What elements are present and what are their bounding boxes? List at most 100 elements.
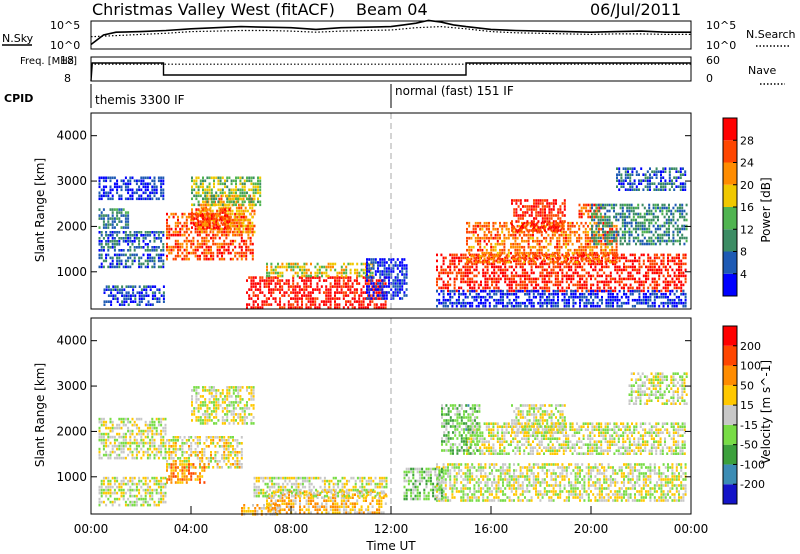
power-region — [98, 208, 130, 229]
cpid-label: CPID — [4, 92, 33, 105]
power-ytick-label: 3000 — [56, 174, 87, 188]
power-colorbar-swatch — [723, 273, 737, 296]
velocity-ytick-label: 4000 — [56, 334, 87, 348]
velocity-region — [266, 490, 387, 514]
noise-left-tick-bottom: 10^0 — [50, 39, 80, 52]
power-colorbar-tick-label: 20 — [740, 179, 754, 192]
velocity-colorbar-tick-label: -15 — [740, 419, 758, 432]
noise-left-tick-top: 10^5 — [50, 19, 80, 32]
cpid-segment-1: themis 3300 IF — [95, 93, 185, 107]
power-region — [246, 276, 387, 309]
noise-series-1 — [90, 19, 691, 46]
plot-title: Christmas Valley West (fitACF) — [92, 0, 335, 19]
power-region — [98, 231, 165, 252]
velocity-region — [403, 467, 443, 501]
power-region — [191, 208, 231, 229]
velocity-colorbar-swatch — [723, 385, 737, 406]
velocity-region — [253, 476, 388, 498]
velocity-region — [441, 404, 481, 455]
velocity-colorbar-tick-label: -50 — [740, 439, 758, 452]
power-panel-frame — [90, 112, 692, 310]
velocity-region — [191, 386, 255, 425]
frequency-series-1 — [90, 62, 691, 82]
power-colorbar-tick-label: 8 — [740, 246, 747, 259]
power-colorbar-swatch — [723, 251, 737, 274]
time-tick-label: 08:00 — [274, 522, 309, 536]
power-ytick-label: 4000 — [56, 129, 87, 143]
noise-sky-label: N.Sky — [2, 32, 34, 45]
time-tick-label: 00:00 — [74, 522, 109, 536]
time-tick-label: 00:00 — [674, 522, 709, 536]
power-colorbar-swatch — [723, 184, 737, 207]
power-colorbar-swatch — [723, 229, 737, 252]
velocity-colorbar-tick-label: -100 — [740, 458, 765, 471]
velocity-region — [98, 417, 167, 460]
velocity-ytick-label: 3000 — [56, 379, 87, 393]
velocity-ytick-label: 2000 — [56, 424, 87, 438]
power-region — [166, 212, 254, 261]
velocity-colorbar-swatch — [723, 405, 737, 425]
noise-panel: N.Sky 10^5 10^0 10^5 10^0 N.Search — [2, 19, 796, 52]
nave-tick-bottom: 0 — [706, 72, 713, 85]
velocity-region — [436, 463, 687, 502]
power-colorbar-swatch — [723, 162, 737, 185]
velocity-colorbar-label: Velocity [m s^-1] — [759, 360, 773, 464]
velocity-colorbar-tick-label: -200 — [740, 478, 765, 491]
time-tick-label: 16:00 — [474, 522, 509, 536]
velocity-panel: Slant Range [km] 1000 2000 3000 4000 00:00 0… — [33, 317, 773, 553]
noise-right-tick-top: 10^5 — [706, 19, 736, 32]
velocity-colorbar-swatch — [723, 444, 737, 465]
velocity-ytick-label: 1000 — [56, 470, 87, 484]
velocity-colorbar-swatch — [723, 365, 737, 386]
time-tick-label: 12:00 — [374, 522, 409, 536]
power-region — [191, 176, 262, 207]
freq-tick-top: 18 — [60, 54, 74, 67]
velocity-colorbar-swatch — [723, 484, 737, 504]
velocity-colorbar-swatch — [723, 424, 737, 445]
power-region — [366, 258, 408, 300]
velocity-colorbar-tick-label: 200 — [740, 340, 761, 353]
velocity-region — [511, 404, 566, 434]
time-tick-label: 20:00 — [574, 522, 609, 536]
power-colorbar-swatch — [723, 207, 737, 230]
velocity-colorbar-tick-label: 15 — [740, 399, 754, 412]
power-region — [98, 176, 165, 201]
power-region — [266, 262, 374, 278]
power-colorbar-tick-label: 24 — [740, 157, 754, 170]
power-region — [436, 289, 687, 308]
cpid-row: CPID themis 3300 IF normal (fast) 151 IF — [4, 84, 514, 108]
power-region — [103, 285, 165, 306]
freq-tick-bottom: 8 — [64, 72, 71, 85]
cpid-segment-2: normal (fast) 151 IF — [395, 84, 514, 98]
plot-date: 06/Jul/2011 — [590, 0, 681, 19]
velocity-colorbar-frame — [722, 325, 738, 505]
frequency-panel-frame — [90, 56, 692, 82]
nave-label: Nave — [748, 64, 776, 77]
velocity-region — [166, 463, 206, 484]
nave-tick-top: 60 — [706, 54, 720, 67]
power-colorbar-tick-label: 12 — [740, 223, 754, 236]
power-colorbar-tick-label: 4 — [740, 268, 747, 281]
power-ytick-label: 1000 — [56, 265, 87, 279]
beam-label: Beam 04 — [356, 0, 428, 19]
power-ytick-label: 2000 — [56, 219, 87, 233]
noise-series-2 — [90, 25, 691, 38]
velocity-colorbar-swatch — [723, 326, 737, 346]
time-axis-label: Time UT — [365, 539, 416, 553]
power-region — [436, 253, 687, 293]
time-tick-label: 04:00 — [174, 522, 209, 536]
noise-panel-frame — [90, 20, 692, 50]
power-region — [98, 253, 165, 269]
velocity-region — [466, 422, 686, 455]
power-ylabel: Slant Range [km] — [33, 158, 47, 262]
power-colorbar-swatch — [723, 118, 737, 141]
noise-search-label: N.Search — [746, 28, 796, 41]
power-region — [511, 199, 566, 232]
velocity-colorbar-tick-label: 100 — [740, 360, 761, 373]
power-colorbar-tick-label: 16 — [740, 201, 754, 214]
power-region — [616, 167, 687, 191]
velocity-region — [628, 372, 688, 405]
noise-right-tick-bottom: 10^0 — [706, 39, 736, 52]
freq-label: Freq. [MHz] — [20, 56, 77, 67]
